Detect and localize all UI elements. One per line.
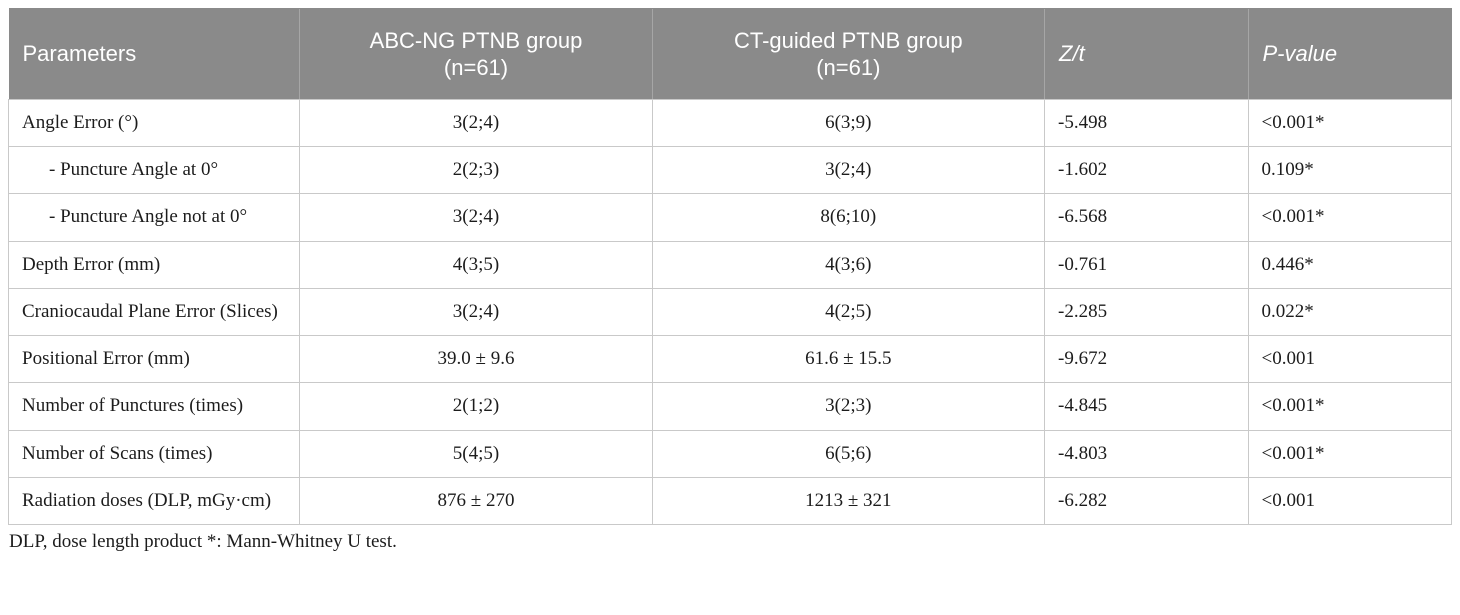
header-parameters: Parameters [8,8,300,100]
abc-ng-cell: 4(3;5) [299,240,653,289]
param-cell: Craniocaudal Plane Error (Slices) [7,287,301,337]
abc-ng-cell: 2(2;3) [299,146,653,195]
param-cell: Depth Error (mm) [7,240,301,289]
table-row: Craniocaudal Plane Error (Slices) 3(2;4) 4… [7,287,1452,337]
param-cell: - Puncture Angle not at 0° [7,193,301,242]
table-row: Number of Punctures (times) 2(1;2) 3(2;3) -… [7,382,1452,431]
header-z-t: Z/t [1044,8,1248,100]
abc-ng-cell: 3(2;4) [299,98,653,148]
table-row: Number of Scans (times) 5(4;5) 6(5;6) -4.80… [7,429,1452,478]
abc-ng-cell: 5(4;5) [299,429,653,478]
param-cell: Number of Scans (times) [7,429,301,478]
param-cell: Angle Error (°) [7,98,301,148]
p-value-cell: <0.001 [1247,335,1452,384]
header-ct-guided-group: CT-guided PTNB group (n=61) [651,8,1045,100]
z-t-cell: -2.285 [1044,287,1249,337]
table-row: - Puncture Angle at 0° 2(2;3) 3(2;4) -1.602… [7,146,1452,195]
z-t-cell: -4.845 [1044,382,1249,431]
p-value-cell: <0.001* [1247,382,1452,431]
p-value-cell: 0.022* [1247,287,1452,337]
p-value-cell: <0.001* [1247,98,1452,148]
ct-guided-cell: 3(2;4) [651,146,1046,195]
z-t-cell: -9.672 [1044,335,1249,384]
abc-ng-cell: 39.0 ± 9.6 [299,335,653,384]
abc-ng-cell: 3(2;4) [299,287,653,337]
table-row: Positional Error (mm) 39.0 ± 9.6 61.6 ± 15… [7,335,1452,384]
p-value-cell: <0.001 [1247,476,1452,525]
ct-guided-cell: 4(3;6) [651,240,1046,289]
table-row: Radiation doses (DLP, mGy·cm) 876 ± 270 12… [7,476,1452,525]
p-value-cell: 0.446* [1247,240,1452,289]
header-p-value: P-value [1247,8,1452,100]
z-t-cell: -5.498 [1044,98,1249,148]
z-t-cell: -1.602 [1044,146,1249,195]
table-row: - Puncture Angle not at 0° 3(2;4) 8(6;10) -… [7,193,1452,242]
p-value-cell: <0.001* [1247,429,1452,478]
abc-ng-cell: 3(2;4) [299,193,653,242]
z-t-cell: -6.282 [1044,476,1249,525]
header-row: Parameters ABC-NG PTNB group (n=61) CT-g… [8,8,1452,100]
abc-ng-cell: 2(1;2) [299,382,653,431]
ct-guided-cell: 1213 ± 321 [651,476,1046,525]
param-cell: - Puncture Angle at 0° [7,146,301,195]
ct-guided-cell: 3(2;3) [651,382,1046,431]
z-t-cell: -6.568 [1044,193,1249,242]
z-t-cell: -0.761 [1044,240,1249,289]
param-cell: Number of Punctures (times) [7,382,301,431]
ct-guided-cell: 6(5;6) [651,429,1046,478]
param-cell: Radiation doses (DLP, mGy·cm) [7,476,301,525]
table-row: Depth Error (mm) 4(3;5) 4(3;6) -0.761 0.446* [7,240,1452,289]
ct-guided-cell: 8(6;10) [651,193,1046,242]
abc-ng-cell: 876 ± 270 [299,476,653,525]
z-t-cell: -4.803 [1044,429,1249,478]
comparison-table: Parameters ABC-NG PTNB group (n=61) CT-g… [7,8,1452,525]
table-footnote: DLP, dose length product *: Mann-Whitney… [9,530,397,552]
ct-guided-cell: 6(3;9) [651,98,1046,148]
ct-guided-cell: 61.6 ± 15.5 [651,335,1046,384]
header-abc-ng-group: ABC-NG PTNB group (n=61) [299,8,653,100]
param-cell: Positional Error (mm) [7,335,301,384]
table-row: Angle Error (°) 3(2;4) 6(3;9) -5.498 <0.001* [7,98,1452,148]
ct-guided-cell: 4(2;5) [651,287,1046,337]
p-value-cell: <0.001* [1247,193,1452,242]
p-value-cell: 0.109* [1247,146,1452,195]
